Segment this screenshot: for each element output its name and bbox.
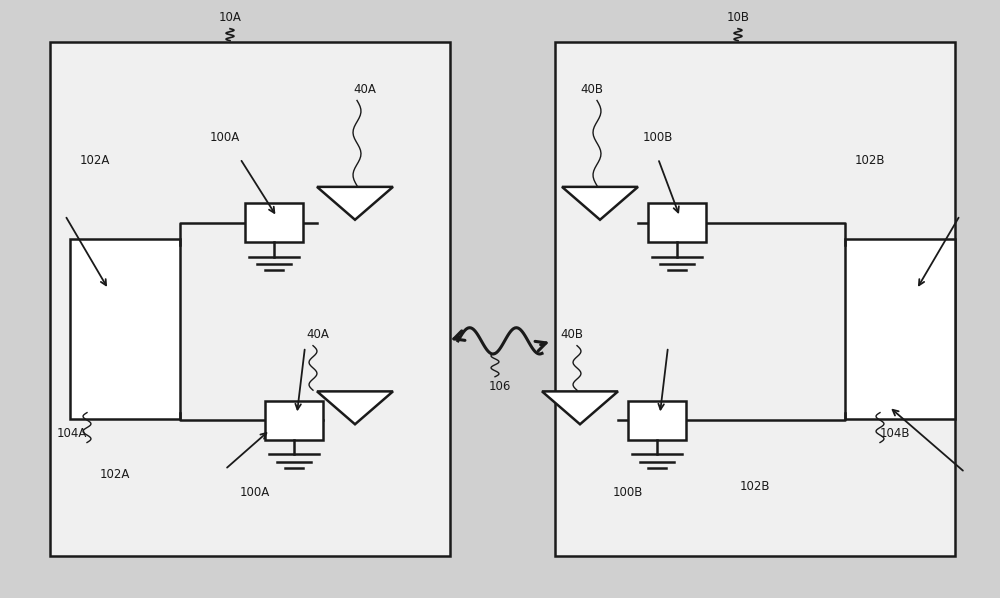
Text: 104A: 104A <box>57 426 87 440</box>
Bar <box>265 401 323 440</box>
Text: 100A: 100A <box>210 130 240 144</box>
Text: 102A: 102A <box>100 468 130 481</box>
Text: 100B: 100B <box>643 130 673 144</box>
Text: 100B: 100B <box>613 486 643 499</box>
Text: 40A: 40A <box>354 83 376 96</box>
Text: 102B: 102B <box>740 480 770 493</box>
Bar <box>845 239 955 419</box>
Text: 106: 106 <box>489 380 511 393</box>
Text: 40A: 40A <box>307 328 329 341</box>
Text: 100A: 100A <box>240 486 270 499</box>
Polygon shape <box>542 391 618 425</box>
Bar <box>628 401 686 440</box>
Bar <box>50 42 450 556</box>
Bar <box>70 239 180 419</box>
Text: 102B: 102B <box>855 154 886 167</box>
Polygon shape <box>562 187 638 219</box>
Polygon shape <box>317 391 393 425</box>
Text: 102A: 102A <box>80 154 110 167</box>
Bar <box>245 203 303 242</box>
Bar <box>555 42 955 556</box>
Text: 104B: 104B <box>880 426 910 440</box>
Text: 40B: 40B <box>560 328 584 341</box>
Text: 10A: 10A <box>219 11 241 24</box>
Polygon shape <box>317 187 393 219</box>
Text: 10B: 10B <box>726 11 750 24</box>
Bar <box>648 203 706 242</box>
Text: 40B: 40B <box>580 83 604 96</box>
